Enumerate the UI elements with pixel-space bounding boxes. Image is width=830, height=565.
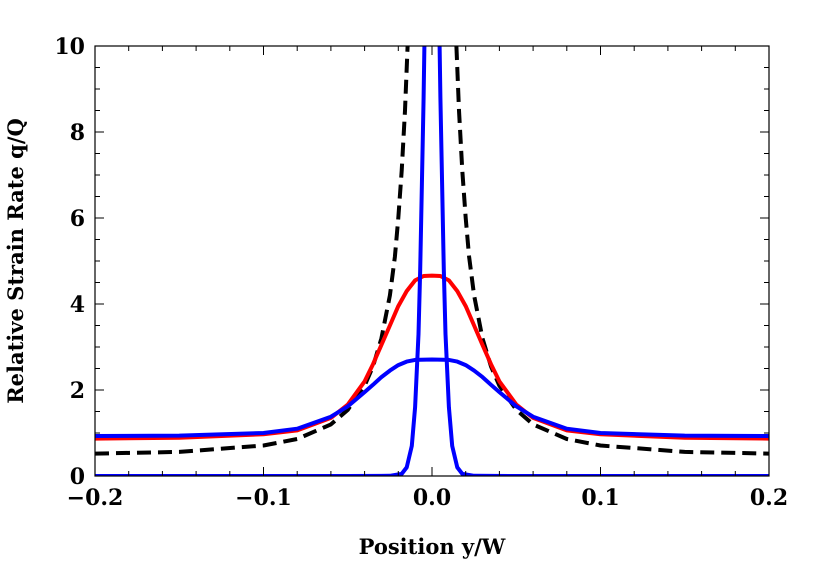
y-tick-label: 10 <box>54 34 85 60</box>
tick-labels-layer: −0.2 −0.1 0.0 0.1 0.2 0 2 4 6 8 10 <box>54 34 788 511</box>
y-axis-label: Relative Strain Rate q/Q <box>3 118 28 404</box>
plot-frame <box>94 45 770 477</box>
ticks-layer <box>94 45 770 477</box>
x-tick-label: 0.0 <box>413 485 451 511</box>
series-line-4 <box>95 46 769 476</box>
series-line-1 <box>95 46 769 456</box>
x-tick-label: 0.1 <box>581 485 619 511</box>
series-layer <box>95 46 769 476</box>
y-tick-label: 8 <box>70 120 85 146</box>
x-tick-label: 0.2 <box>750 485 788 511</box>
y-tick-label: 4 <box>70 292 85 318</box>
series-line-2 <box>95 273 769 441</box>
series-line-3 <box>95 357 769 438</box>
y-tick-label: 2 <box>70 378 85 404</box>
x-tick-label: −0.1 <box>235 485 292 511</box>
y-tick-label: 6 <box>70 206 85 232</box>
x-tick-label: −0.2 <box>67 485 124 511</box>
x-axis-label: Position y/W <box>359 534 506 559</box>
y-tick-label: 0 <box>70 464 85 490</box>
